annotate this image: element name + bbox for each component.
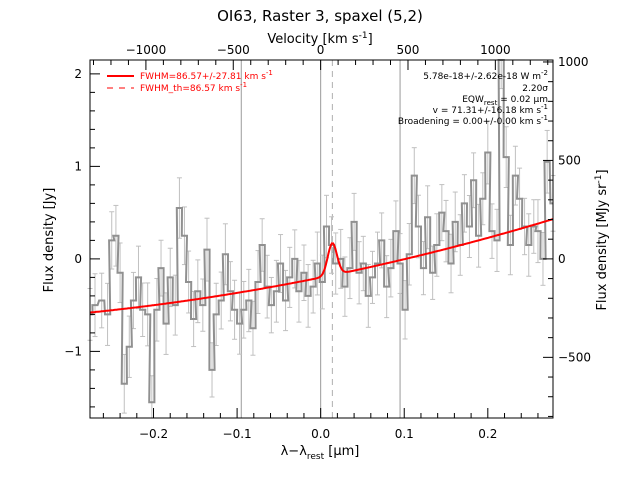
annotation-sigma: 2.20σ <box>522 84 548 94</box>
axis-ticks: −0.2 −0.1 0.0 0.1 0.2 −1000 −500 0 500 1000 −1 0 1 2 −… <box>64 43 591 441</box>
y-tick-label: 2 <box>74 67 82 81</box>
x-tick-label: 0.2 <box>478 427 497 441</box>
fit-curve <box>89 218 554 314</box>
x-tick-label: −0.2 <box>139 427 168 441</box>
y-tick-label: −1 <box>64 344 82 358</box>
x-tick-label: 0.0 <box>311 427 330 441</box>
right-tick-label: −500 <box>558 350 591 364</box>
top-tick-label: −500 <box>217 43 250 57</box>
right-tick-label: 0 <box>558 252 566 266</box>
right-tick-label: 500 <box>558 153 581 167</box>
annotation-flux: 5.78e-18+/-2.62e-18 W m-2 <box>423 69 548 82</box>
fit-model <box>89 218 554 314</box>
fit-annotations: 5.78e-18+/-2.62e-18 W m-2 2.20σ EQWrest … <box>398 69 548 127</box>
y-tick-label: 0 <box>74 252 82 266</box>
top-axis-label: Velocity [km s-1] <box>267 31 372 47</box>
y-axis-label-right: Flux density [MJy sr-1] <box>594 169 610 310</box>
top-tick-label: 500 <box>397 43 420 57</box>
chart-title: OI63, Raster 3, spaxel (5,2) <box>217 7 423 25</box>
legend-th-label: FWHM_th=86.57 km s-1 <box>140 81 247 94</box>
reference-lines <box>240 60 401 418</box>
legend-fit-label: FWHM=86.57+/-27.81 km s-1 <box>140 69 273 82</box>
top-tick-label: −1000 <box>126 43 167 57</box>
annotation-eqw: EQWrest = 0.02 μm <box>462 95 548 107</box>
x-axis-label: λ−λrest [μm] <box>281 444 360 462</box>
legend: FWHM=86.57+/-27.81 km s-1 FWHM_th=86.57 … <box>107 69 273 94</box>
annotation-broadening: Broadening = 0.00+/-0.00 km s-1 <box>398 114 548 127</box>
spectrum-line <box>90 59 553 404</box>
spectrum <box>87 59 556 419</box>
top-tick-label: 0 <box>317 43 325 57</box>
y-axis-label-left: Flux density [Jy] <box>42 188 57 293</box>
right-tick-label: 1000 <box>558 55 589 69</box>
x-tick-label: −0.1 <box>223 427 252 441</box>
annotation-velocity: v = 71.31+/-16.18 km s-1 <box>433 103 548 116</box>
top-tick-label: 1000 <box>480 43 511 57</box>
y-tick-label: 1 <box>74 159 82 173</box>
x-tick-label: 0.1 <box>395 427 414 441</box>
